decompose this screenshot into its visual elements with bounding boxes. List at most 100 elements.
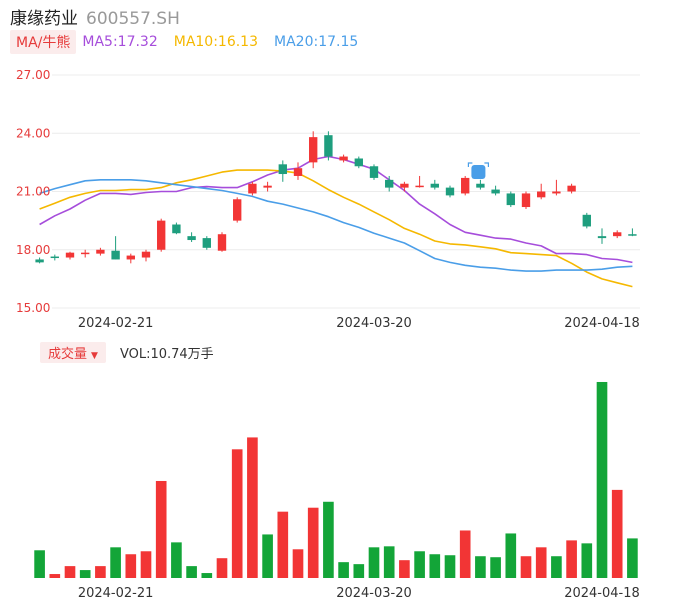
candle-body bbox=[202, 238, 211, 248]
stock-header: 康缘药业 600557.SH bbox=[10, 4, 180, 29]
candle-body bbox=[582, 214, 591, 227]
candle-body bbox=[354, 158, 363, 167]
price-axis: 27.00 24.00 21.00 18.00 15.00 bbox=[16, 68, 50, 315]
candle-body bbox=[157, 220, 166, 250]
candle-body bbox=[248, 183, 257, 194]
y-tick-label: 24.00 bbox=[16, 126, 50, 140]
stock-code: 600557.SH bbox=[86, 9, 180, 29]
volume-bar bbox=[292, 549, 304, 578]
candle-body bbox=[461, 177, 470, 194]
volume-bar bbox=[262, 534, 273, 578]
volume-bar bbox=[49, 574, 61, 578]
y-tick-label: 15.00 bbox=[16, 301, 50, 315]
volume-bar bbox=[581, 543, 593, 578]
x-tick-label: 2024-03-20 bbox=[336, 586, 412, 601]
volume-bar bbox=[429, 554, 441, 578]
volume-bar bbox=[338, 562, 349, 578]
ma5-line bbox=[39, 155, 633, 264]
candle-body bbox=[537, 191, 546, 198]
volume-bar bbox=[171, 542, 182, 578]
x-tick-label: 2024-03-20 bbox=[336, 316, 412, 331]
candle-body bbox=[491, 189, 500, 194]
x-tick-label: 2024-02-21 bbox=[78, 316, 154, 331]
candle-body bbox=[263, 185, 272, 188]
candle-body bbox=[476, 183, 485, 188]
candle-body bbox=[96, 249, 105, 254]
stock-name: 康缘药业 bbox=[10, 9, 78, 29]
candle-body bbox=[50, 256, 59, 259]
volume-bar bbox=[277, 511, 289, 578]
candle-body bbox=[187, 236, 196, 241]
volume-bar bbox=[323, 501, 334, 578]
candle-body bbox=[293, 168, 303, 176]
candle-body bbox=[65, 252, 75, 258]
x-tick-label: 2024-02-21 bbox=[78, 586, 154, 601]
ma20-line bbox=[39, 179, 633, 272]
candle-body bbox=[628, 234, 637, 236]
candle-body bbox=[613, 232, 622, 237]
price-grid bbox=[52, 74, 640, 309]
volume-selector-label: 成交量 bbox=[48, 346, 88, 362]
volume-bar bbox=[444, 555, 456, 578]
candle-body bbox=[324, 135, 333, 157]
candle-body bbox=[172, 224, 181, 234]
candle-body bbox=[369, 166, 379, 178]
candle-body bbox=[400, 183, 409, 188]
candlestick-series bbox=[35, 131, 637, 264]
volume-bars bbox=[34, 381, 638, 578]
volume-selector-button[interactable]: 成交量 ▼ bbox=[40, 341, 106, 363]
event-marker-icon bbox=[471, 165, 486, 179]
volume-bar bbox=[353, 564, 365, 578]
volume-bar bbox=[459, 530, 471, 578]
ma-selector-button[interactable]: MA/牛熊 bbox=[10, 30, 77, 54]
volume-bar bbox=[64, 566, 76, 578]
volume-bar bbox=[535, 547, 547, 578]
ma10-line bbox=[39, 169, 633, 288]
volume-bar bbox=[368, 547, 380, 578]
event-marker[interactable] bbox=[467, 162, 489, 179]
volume-bar bbox=[490, 557, 501, 578]
moving-average-lines bbox=[39, 155, 633, 288]
ma5-label: MA5:17.32 bbox=[82, 34, 158, 50]
volume-bar bbox=[399, 560, 410, 578]
candle-body bbox=[35, 259, 44, 263]
candle-body bbox=[521, 193, 531, 208]
x-tick-label: 2024-04-18 bbox=[564, 586, 640, 601]
volume-bar bbox=[520, 556, 532, 578]
volume-bar bbox=[155, 480, 167, 578]
volume-legend: 成交量 ▼ VOL:10.74万手 bbox=[40, 341, 214, 363]
volume-bar bbox=[125, 554, 137, 578]
event-marker-frame bbox=[467, 162, 489, 167]
volume-bar bbox=[596, 381, 608, 578]
candle-body bbox=[597, 236, 607, 239]
volume-bar bbox=[231, 449, 243, 578]
volume-bar bbox=[383, 546, 395, 578]
candle-body bbox=[141, 251, 151, 258]
volume-value: VOL:10.74万手 bbox=[119, 346, 214, 362]
volume-bar bbox=[414, 551, 425, 578]
y-tick-label: 21.00 bbox=[16, 185, 50, 199]
candle-body bbox=[430, 183, 439, 188]
ma10-label: MA10:16.13 bbox=[173, 34, 259, 50]
candle-body bbox=[445, 187, 455, 196]
candle-body bbox=[278, 164, 287, 175]
volume-bar bbox=[95, 566, 106, 578]
volume-bar bbox=[216, 558, 228, 578]
volume-bar bbox=[551, 556, 562, 578]
candle-body bbox=[81, 252, 90, 255]
volume-bar bbox=[611, 489, 623, 578]
candle-body bbox=[111, 250, 120, 260]
volume-bar bbox=[140, 551, 152, 578]
volume-bar bbox=[307, 507, 319, 578]
x-tick-label: 2024-04-18 bbox=[564, 316, 640, 331]
volume-bar bbox=[201, 573, 213, 578]
caret-down-icon: ▼ bbox=[91, 350, 98, 361]
volume-bar bbox=[34, 550, 45, 578]
ma-legend: MA/牛熊 MA5:17.32 MA10:16.13 MA20:17.15 bbox=[10, 30, 374, 54]
volume-bar bbox=[475, 556, 486, 578]
candle-body bbox=[552, 191, 561, 194]
candle-body bbox=[385, 179, 394, 188]
candle-body bbox=[506, 193, 515, 206]
candle-body bbox=[567, 185, 576, 192]
